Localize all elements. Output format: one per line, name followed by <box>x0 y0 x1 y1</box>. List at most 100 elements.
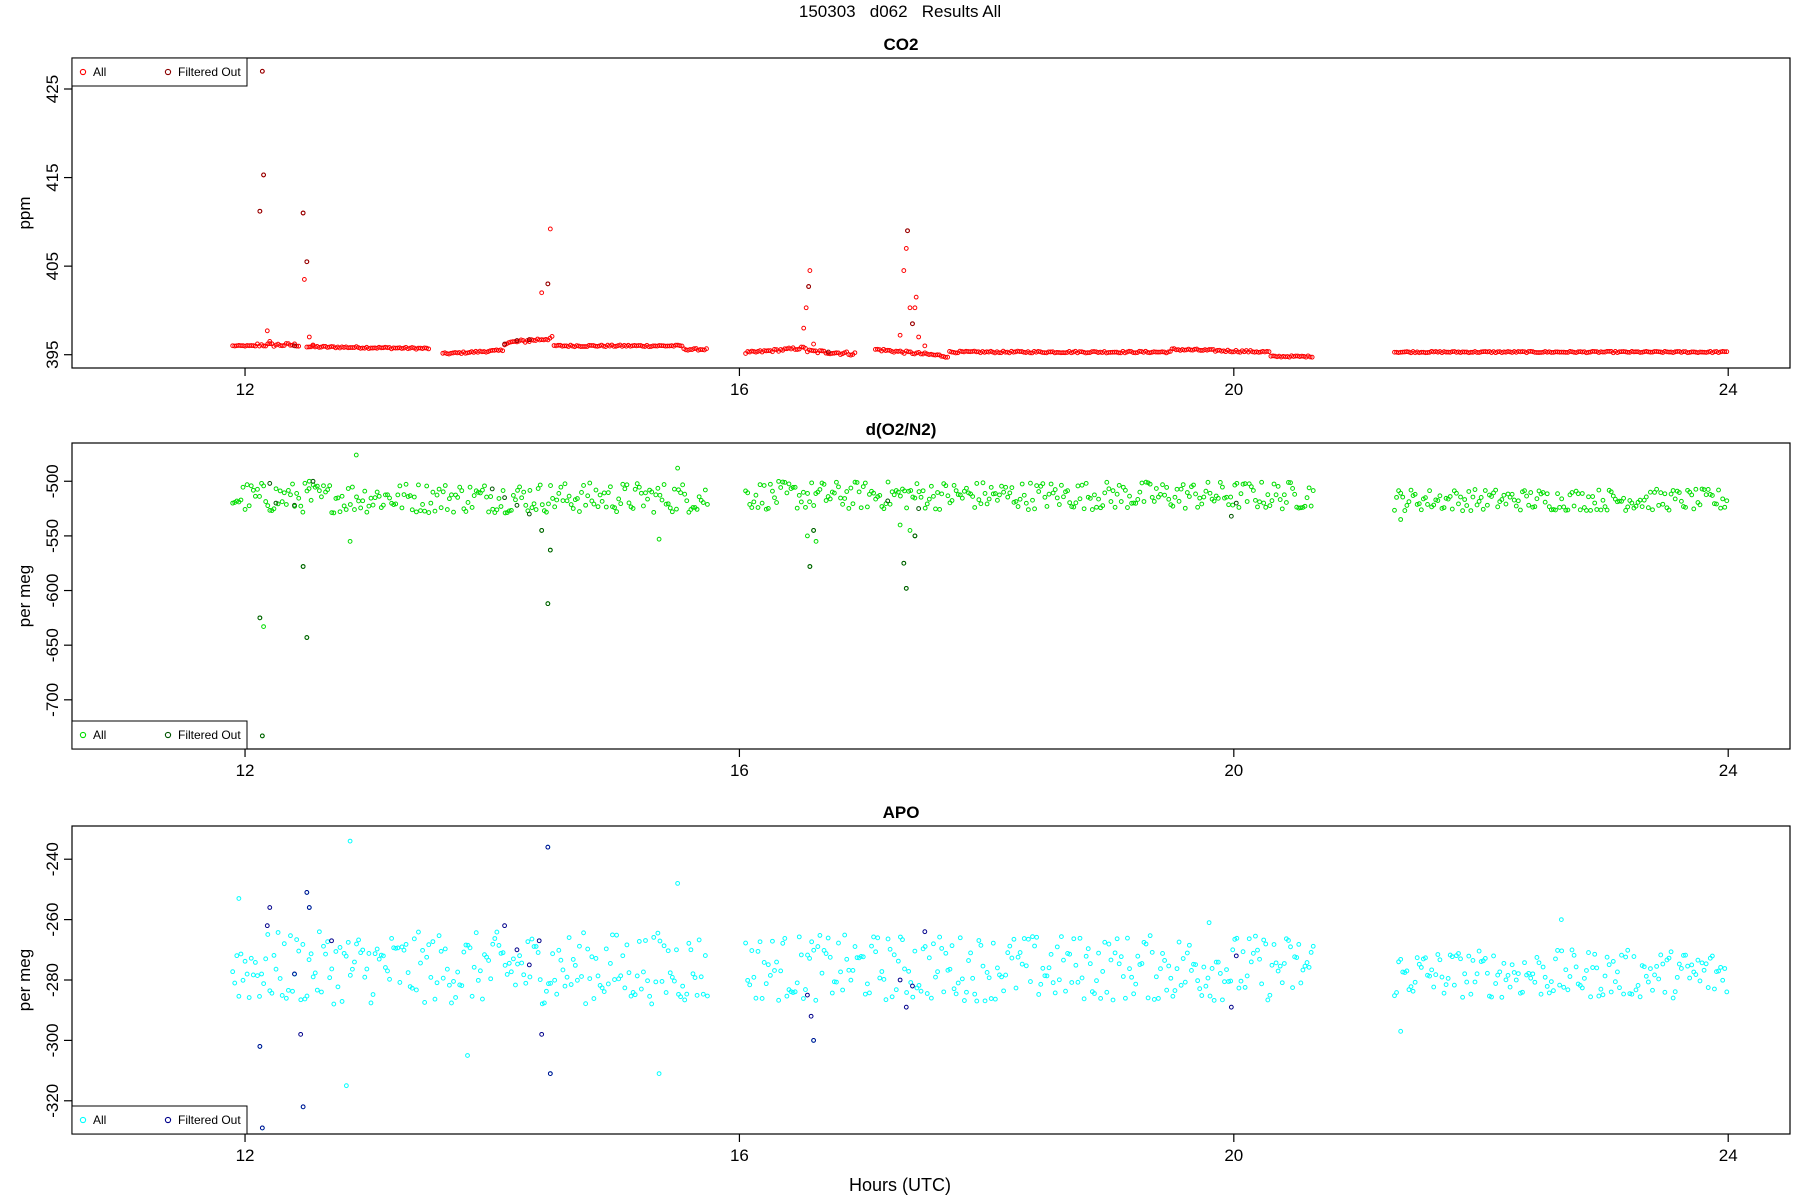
data-point <box>1116 961 1122 967</box>
data-point <box>881 506 887 512</box>
data-point <box>953 350 959 356</box>
data-point <box>1505 349 1511 354</box>
data-point <box>904 505 910 511</box>
data-point <box>1162 958 1168 963</box>
data-point <box>329 510 335 515</box>
data-point <box>1678 498 1684 504</box>
data-point <box>1042 494 1048 500</box>
data-point <box>897 332 903 338</box>
data-point <box>680 983 686 989</box>
data-point <box>316 345 322 350</box>
data-point <box>1071 936 1077 942</box>
data-point <box>519 960 525 966</box>
data-point <box>387 976 392 982</box>
data-point <box>1555 948 1560 953</box>
data-point <box>1147 933 1153 939</box>
data-point <box>1275 483 1281 489</box>
data-point <box>1056 977 1062 983</box>
data-point <box>513 497 518 503</box>
data-point <box>1079 482 1085 488</box>
data-point <box>1025 936 1031 942</box>
data-point <box>862 480 868 486</box>
data-point <box>467 484 473 490</box>
data-point <box>825 935 831 941</box>
data-point <box>1259 479 1265 485</box>
data-point <box>1207 490 1213 496</box>
data-point <box>1220 484 1225 490</box>
data-point <box>1534 955 1540 960</box>
data-point <box>1288 480 1293 486</box>
data-point <box>922 343 928 349</box>
data-point <box>1036 489 1042 494</box>
legend-marker <box>79 68 87 76</box>
data-point <box>980 963 986 969</box>
data-point <box>1269 498 1275 504</box>
data-point <box>525 939 531 945</box>
data-point <box>1598 986 1604 992</box>
filtered-point <box>292 502 297 508</box>
data-point <box>531 944 537 949</box>
data-point <box>1283 500 1289 505</box>
data-point <box>1168 975 1174 981</box>
data-point <box>500 348 506 354</box>
data-point <box>1211 997 1217 1003</box>
data-point <box>488 494 494 499</box>
data-point <box>360 947 366 953</box>
y-tick-label: -240 <box>43 842 62 876</box>
data-point <box>1398 517 1404 522</box>
data-point <box>1286 480 1291 485</box>
data-point <box>358 505 364 511</box>
data-point <box>755 505 761 510</box>
data-point <box>1462 497 1468 502</box>
data-point <box>811 503 817 508</box>
data-point <box>409 507 415 513</box>
data-point <box>593 956 599 961</box>
data-point <box>1722 966 1728 971</box>
data-point <box>992 996 998 1002</box>
data-point <box>864 981 870 987</box>
filtered-point <box>304 635 310 640</box>
data-point <box>1714 969 1719 975</box>
data-point <box>486 509 492 515</box>
data-point <box>257 494 262 499</box>
data-point <box>413 987 419 993</box>
data-point <box>1558 917 1564 923</box>
data-point <box>945 354 951 360</box>
data-point <box>1054 495 1060 501</box>
filtered-point <box>526 962 532 968</box>
data-point <box>803 305 809 311</box>
data-point <box>1257 956 1262 962</box>
data-point <box>1586 950 1591 955</box>
data-point <box>302 480 308 486</box>
data-point <box>1565 987 1571 993</box>
x-tick-label: 20 <box>1224 1146 1243 1165</box>
data-point <box>1145 995 1151 1001</box>
data-point <box>626 970 632 976</box>
data-point <box>1203 488 1209 494</box>
data-point <box>1563 349 1569 355</box>
data-point <box>803 346 808 351</box>
data-point <box>684 498 690 504</box>
data-point <box>840 987 846 993</box>
data-point <box>1015 954 1021 960</box>
data-point <box>273 486 279 492</box>
data-point <box>1464 503 1470 508</box>
data-point <box>1458 956 1463 962</box>
data-point <box>1195 978 1201 984</box>
data-point <box>1073 500 1079 506</box>
data-point <box>800 489 806 495</box>
data-point <box>745 490 751 496</box>
filtered-point <box>536 938 542 944</box>
y-tick-label: -550 <box>43 519 62 553</box>
data-point <box>624 942 630 948</box>
data-point <box>555 342 561 348</box>
data-point <box>1482 488 1488 493</box>
data-point <box>1466 489 1472 494</box>
data-point <box>1573 964 1579 970</box>
data-point <box>1302 963 1308 969</box>
data-point <box>574 343 580 349</box>
panel-title: APO <box>883 803 920 822</box>
data-point <box>782 479 788 485</box>
data-point <box>395 945 401 951</box>
data-point <box>1238 978 1244 984</box>
